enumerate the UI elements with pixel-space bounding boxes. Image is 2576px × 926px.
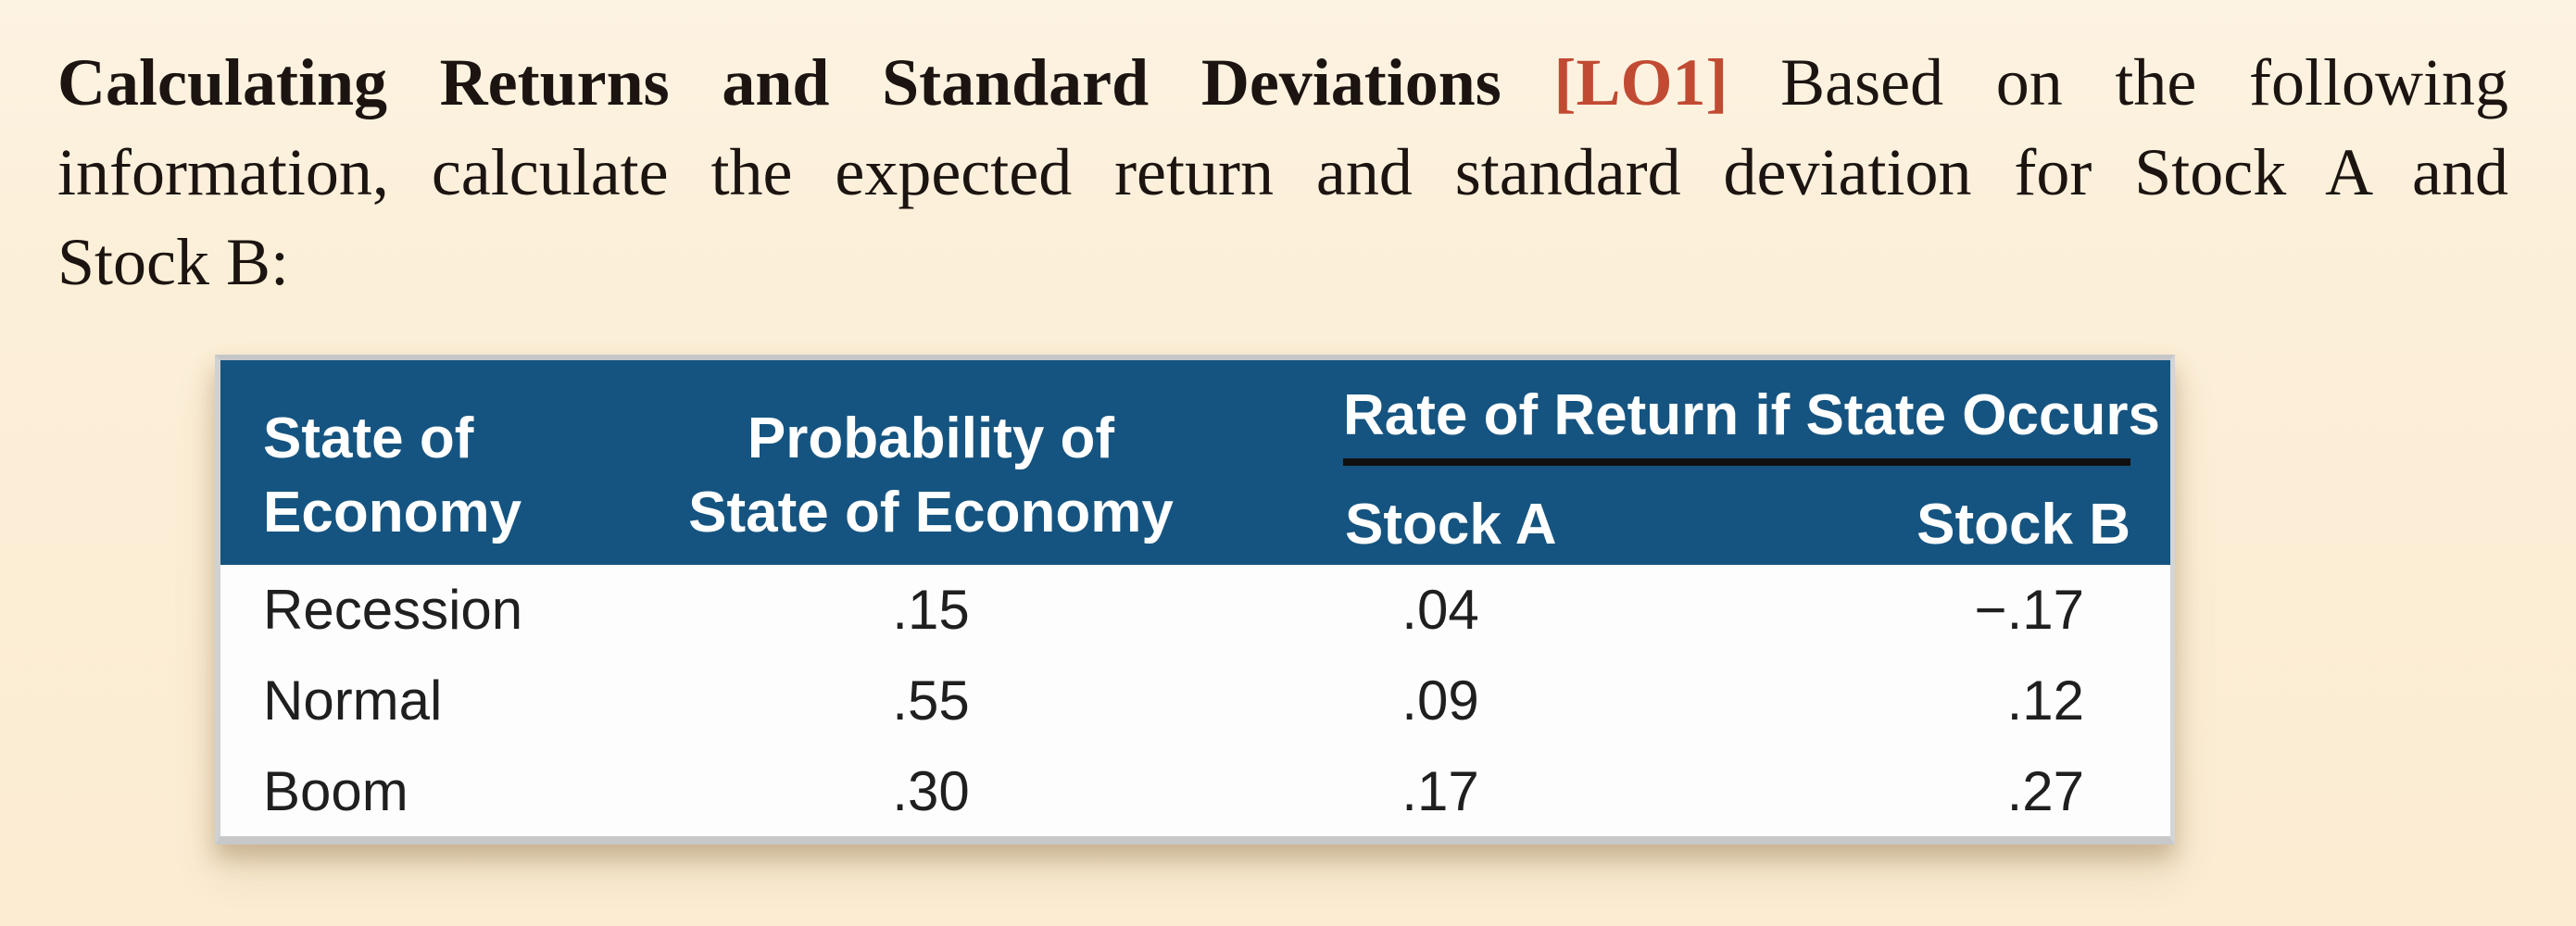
header-rate-of-return-group: Rate of Return if State Occurs (1213, 360, 2170, 466)
group-underline (1343, 458, 2130, 466)
header-stock-a: Stock A (1213, 466, 1667, 565)
returns-table: State of Economy Probability of State of… (220, 360, 2170, 836)
table-row-recession: Recession .15 .04 −.17 (220, 565, 2170, 656)
returns-table-card: State of Economy Probability of State of… (215, 355, 2175, 845)
header-col1-line2: Economy (263, 481, 522, 544)
table-row-normal: Normal .55 .09 .12 (220, 655, 2170, 746)
cell-stock-b: .12 (1667, 655, 2170, 746)
problem-line-3: Stock B: (57, 225, 290, 299)
header-state-of-economy: State of Economy (220, 360, 648, 565)
header-probability: Probability of State of Economy (648, 360, 1213, 565)
cell-stock-b: .27 (1667, 745, 2170, 836)
cell-probability: .15 (648, 565, 1213, 656)
problem-statement: Calculating Returns and Standard Deviati… (57, 38, 2508, 307)
cell-stock-b: −.17 (1667, 565, 2170, 656)
cell-state: Boom (220, 745, 648, 836)
cell-stock-a: .04 (1213, 565, 1667, 656)
cell-stock-a: .17 (1213, 745, 1667, 836)
problem-title: Calculating Returns and Standard Deviati… (57, 45, 1502, 119)
table-row-boom: Boom .30 .17 .27 (220, 745, 2170, 836)
cell-state: Normal (220, 655, 648, 746)
header-col2-line1: Probability of (747, 407, 1115, 470)
header-stock-b: Stock B (1667, 466, 2170, 565)
problem-line-2: information, calculate the expected retu… (57, 135, 2508, 209)
cell-probability: .55 (648, 655, 1213, 746)
table-header: State of Economy Probability of State of… (220, 360, 2170, 565)
group-header-label: Rate of Return if State Occurs (1343, 383, 2160, 447)
cell-probability: .30 (648, 745, 1213, 836)
header-col2-line2: State of Economy (688, 481, 1174, 544)
cell-stock-a: .09 (1213, 655, 1667, 746)
lo-tag: [LO1] (1553, 45, 1728, 119)
header-col1-line1: State of (263, 407, 474, 470)
problem-line1-rest: Based on the following (1780, 45, 2509, 119)
problem-line-1: Calculating Returns and Standard Deviati… (57, 38, 2508, 128)
cell-state: Recession (220, 565, 648, 656)
table-body: Recession .15 .04 −.17 Normal .55 .09 .1… (220, 565, 2170, 836)
